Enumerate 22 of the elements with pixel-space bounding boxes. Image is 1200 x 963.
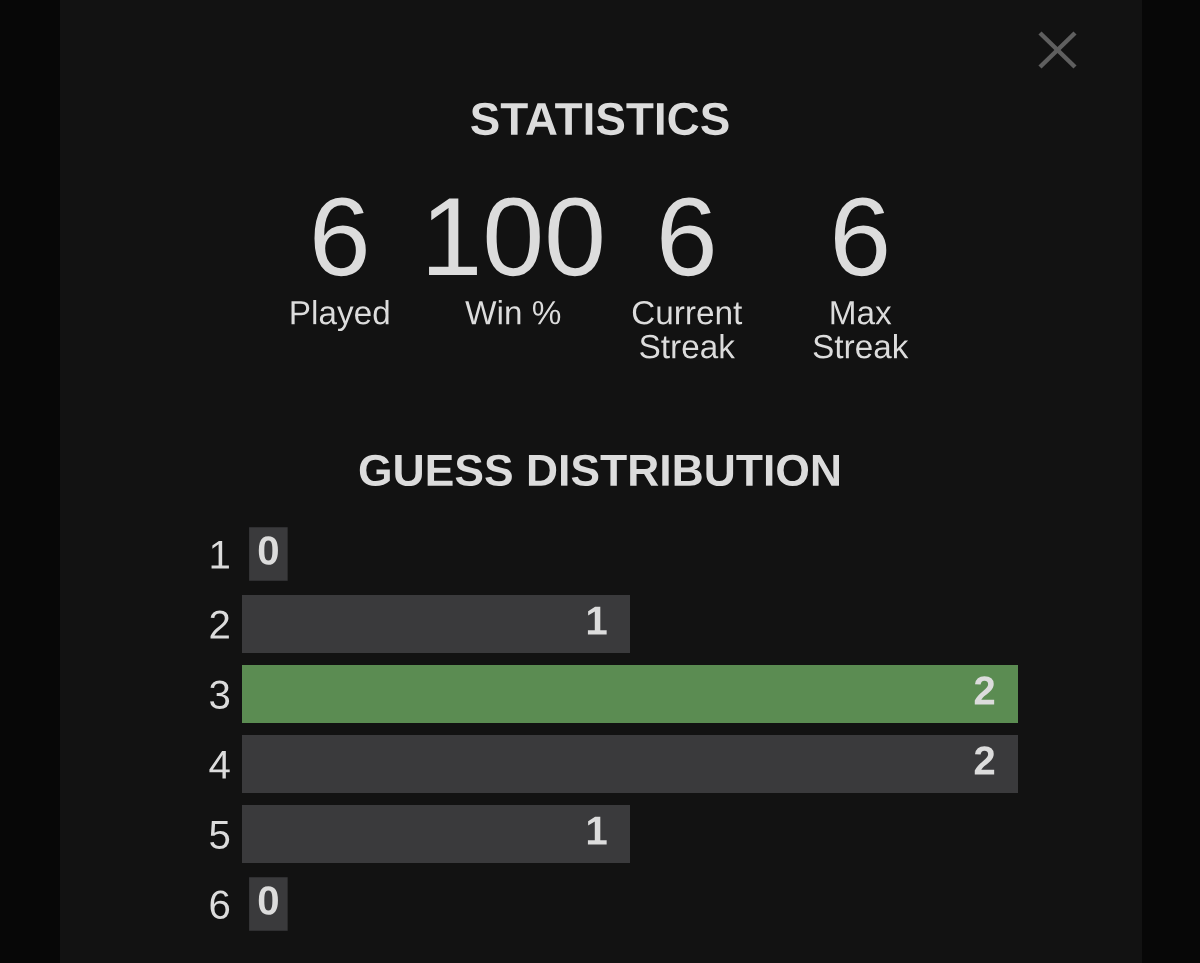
y-tick-label: 4 [209,750,230,779]
category-label: Played [291,300,389,332]
text: STATISTICS [471,102,729,136]
y-tick-label: 1 [211,540,229,569]
data-label: 6 [314,197,366,277]
category-label: Max Streak [813,301,909,359]
category-label: Win % [465,300,561,325]
data-label: 0 [258,886,278,915]
data-label: 100 [429,197,602,277]
chart-title: GUESS DISTRIBUTION [359,454,839,487]
data-label: 2 [974,746,995,775]
data-label: 6 [835,197,887,277]
data-label: 1 [587,816,607,845]
category-label: Current Streak [632,300,743,359]
y-tick-label: 2 [210,610,229,639]
data-label: 2 [974,676,995,705]
y-tick-label: 3 [210,680,230,709]
data-label: 6 [661,197,713,277]
data-label: 1 [587,606,607,635]
y-tick-label: 6 [210,890,230,919]
data-label: 0 [258,536,278,565]
y-tick-label: 5 [210,820,230,849]
